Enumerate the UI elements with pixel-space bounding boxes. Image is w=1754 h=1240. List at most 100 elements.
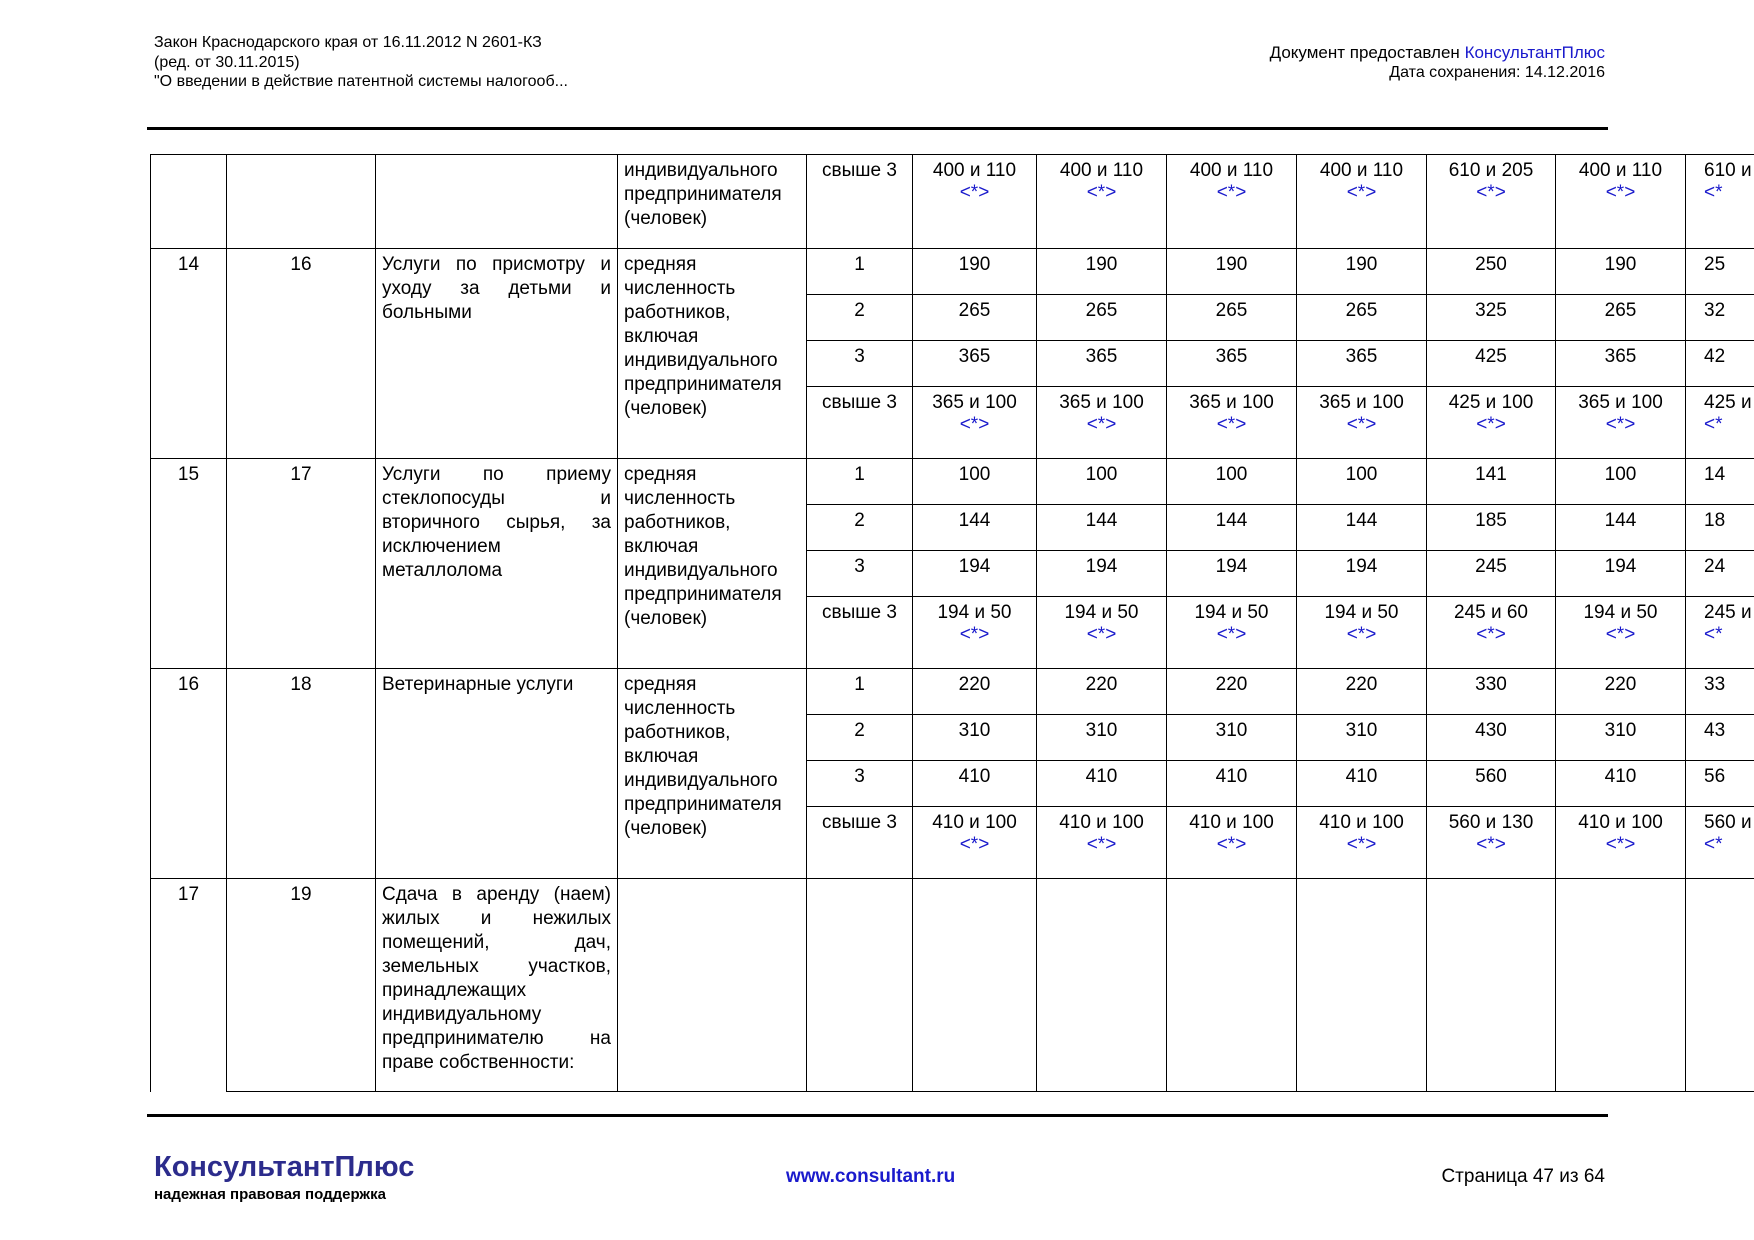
note-link[interactable]: <*> <box>1605 182 1636 203</box>
value: 100 <box>1085 464 1118 485</box>
value-cell: 400 и 110 <*> <box>1036 154 1167 249</box>
note-link[interactable]: <*> <box>959 834 990 855</box>
note-link[interactable]: <*> <box>1346 414 1377 435</box>
note-link[interactable]: <*> <box>1346 834 1377 855</box>
value: 56 <box>1704 766 1726 787</box>
value-cell: 410 и 100 <*> <box>912 806 1037 879</box>
note-link[interactable]: <* <box>1704 624 1723 645</box>
value-cell: 310 <box>912 714 1037 761</box>
empty-cell <box>375 154 618 249</box>
value: 220 <box>1345 674 1378 695</box>
empty-cell <box>150 154 227 249</box>
value: 42 <box>1704 346 1726 367</box>
value: 365 и 100 <box>932 392 1017 413</box>
value-cell: 610 и 205 <*> <box>1426 154 1556 249</box>
provider-name[interactable]: КонсультантПлюс <box>1464 43 1605 62</box>
value: 400 и 110 <box>1059 160 1144 181</box>
value-cell: 190 <box>1296 248 1427 295</box>
value: 100 <box>1345 464 1378 485</box>
footer-site[interactable]: www.consultant.ru <box>786 1166 956 1187</box>
value-cell: 245 и <* <box>1685 596 1754 669</box>
empty-cell <box>1166 878 1297 1092</box>
value: 194 и 50 <box>1194 602 1269 623</box>
num-cell: 17 <box>150 878 227 1092</box>
value: 25 <box>1704 254 1726 275</box>
value-cell: 265 <box>1296 294 1427 341</box>
value: 365 и 100 <box>1059 392 1144 413</box>
note-link[interactable]: <*> <box>1605 624 1636 645</box>
value-cell: 560 и 130 <*> <box>1426 806 1556 879</box>
note-link[interactable]: <* <box>1704 414 1723 435</box>
value-cell: 310 <box>1555 714 1686 761</box>
value-cell: 410 и 100 <*> <box>1296 806 1427 879</box>
value-cell: 365 <box>1166 340 1297 387</box>
note-link[interactable]: <*> <box>1216 624 1247 645</box>
value-cell: 100 <box>1555 458 1686 505</box>
count-cell: 2 <box>806 504 913 551</box>
note-link[interactable]: <*> <box>1476 624 1506 645</box>
note-link[interactable]: <* <box>1704 182 1723 203</box>
table-row: свыше 3 194 и 50 <*> 194 и 50 <*> 194 и 50 <*>… <box>151 596 1754 669</box>
value: 410 и 100 <box>1578 812 1663 833</box>
note-link[interactable]: <*> <box>1086 624 1117 645</box>
value: 560 и 130 <box>1448 812 1534 833</box>
note-link[interactable]: <*> <box>959 414 990 435</box>
header-line: Закон Краснодарского края от 16.11.2012 … <box>154 34 542 51</box>
code-cell: 16 <box>226 248 376 459</box>
value-cell: 310 <box>1296 714 1427 761</box>
value-cell: 194 <box>1296 550 1427 597</box>
value: 425 и <box>1704 392 1752 413</box>
count-cell: 3 <box>806 760 913 807</box>
value: 24 <box>1704 556 1726 577</box>
note-link[interactable]: <*> <box>1216 414 1247 435</box>
note-link[interactable]: <*> <box>1086 414 1117 435</box>
value-cell: 194 <box>1555 550 1686 597</box>
value-cell: 560 <box>1426 760 1556 807</box>
count-cell: свыше 3 <box>806 596 913 669</box>
value-cell: 220 <box>1555 668 1686 715</box>
count-cell: свыше 3 <box>806 806 913 879</box>
note-link[interactable]: <*> <box>1476 414 1506 435</box>
note-link[interactable]: <*> <box>1605 414 1636 435</box>
note-link[interactable]: <*> <box>1086 182 1117 203</box>
num-cell: 16 <box>150 668 227 879</box>
note-link[interactable]: <* <box>1704 834 1723 855</box>
note-link[interactable]: <*> <box>1346 624 1377 645</box>
note-link[interactable]: <*> <box>1476 182 1506 203</box>
note-link[interactable]: <*> <box>1476 834 1506 855</box>
table-row: 14 16 Услуги по присмотру и уходу за детьм… <box>150 248 1754 459</box>
value: 220 <box>1604 674 1637 695</box>
value: 220 <box>1215 674 1248 695</box>
note-link[interactable]: <*> <box>1216 182 1247 203</box>
value-cell: 400 и 110 <*> <box>912 154 1037 249</box>
service-cell: Услуги по присмотру и уходу за детьми и … <box>375 248 618 459</box>
value: 194 и 50 <box>937 602 1012 623</box>
table-row: 2 265 265 265 265 325 265 32 <box>151 294 1754 341</box>
empty-cell <box>912 878 1037 1092</box>
code-cell: 17 <box>226 458 376 669</box>
note-link[interactable]: <*> <box>1216 834 1247 855</box>
value-cell: 400 и 110 <*> <box>1555 154 1686 249</box>
note-link[interactable]: <*> <box>959 624 990 645</box>
value: 265 <box>1345 300 1378 321</box>
indicator-cell: средняя численность работников, включая … <box>617 458 807 669</box>
value: 185 <box>1475 510 1507 531</box>
note-link[interactable]: <*> <box>1605 834 1636 855</box>
table-row: 15 17 Услуги по приему стеклопосуды и втор… <box>150 458 1754 669</box>
note-link[interactable]: <*> <box>1346 182 1377 203</box>
value: 365 <box>1215 346 1248 367</box>
code-cell: 18 <box>226 668 376 879</box>
value-cell: 365 и 100 <*> <box>912 386 1037 459</box>
note-link[interactable]: <*> <box>959 182 990 203</box>
value: 610 и 205 <box>1448 160 1534 181</box>
indicator-cell: средняя численность работников, включая … <box>617 248 807 459</box>
value: 144 <box>958 510 991 531</box>
note-link[interactable]: <*> <box>1086 834 1117 855</box>
count-cell: 2 <box>806 714 913 761</box>
table-row: индивидуального предпринимателя (человек… <box>150 154 1754 249</box>
value: 33 <box>1704 674 1726 695</box>
value: 410 <box>958 766 991 787</box>
value: 245 и <box>1704 602 1752 623</box>
empty-cell <box>1036 878 1167 1092</box>
value-cell: 310 <box>1036 714 1167 761</box>
